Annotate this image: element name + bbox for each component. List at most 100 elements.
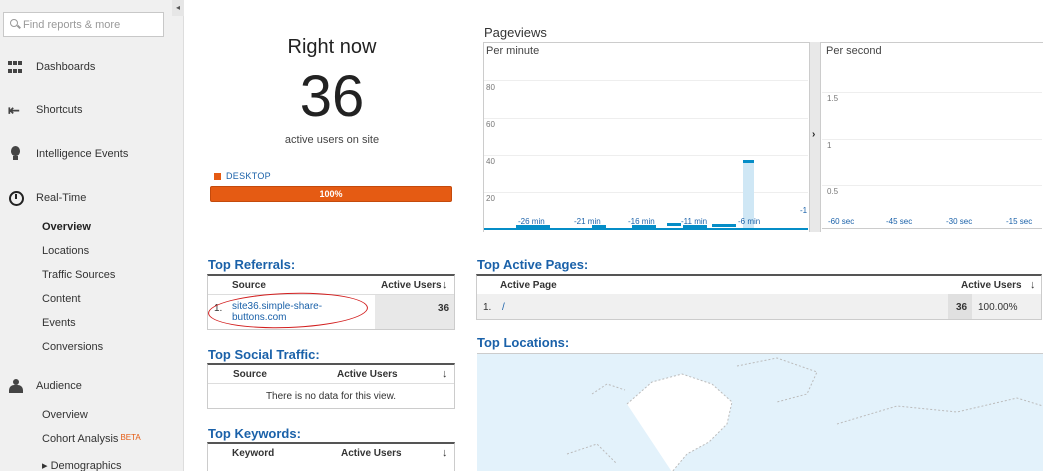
minute-bar (683, 225, 707, 228)
search-box[interactable] (3, 12, 164, 37)
right-now-title: Right now (287, 36, 377, 58)
search-icon (10, 19, 18, 30)
divider (208, 294, 454, 295)
x-tick: -45 sec (886, 217, 913, 226)
y-tick: 1 (827, 141, 832, 150)
referral-source-link[interactable]: site36.simple-share-buttons.com (232, 301, 323, 323)
nav-audience[interactable]: Audience (0, 375, 184, 397)
second-baseline (822, 228, 1042, 229)
gridline (484, 80, 808, 81)
desktop-percent-bar: 100% (210, 186, 452, 202)
y-tick: 0.5 (827, 187, 839, 196)
sidebar-item-demographics[interactable]: ▸ Demographics (42, 460, 122, 471)
nav-shortcuts[interactable]: ⇤ Shortcuts (0, 99, 184, 121)
sidebar: Dashboards ⇤ Shortcuts Intelligence Even… (0, 0, 184, 471)
clock-icon (8, 190, 24, 206)
x-tick: -30 sec (946, 217, 973, 226)
col-keyword-header[interactable]: Keyword (232, 448, 275, 459)
nav-audience-label: Audience (36, 380, 82, 392)
nav-real-time-label: Real-Time (36, 192, 87, 204)
sidebar-item-locations[interactable]: Locations (42, 245, 90, 257)
grid-icon (8, 59, 24, 75)
minute-spike-top (743, 160, 754, 163)
users-cell-bg (375, 295, 454, 329)
nav-intelligence-events[interactable]: Intelligence Events (0, 143, 184, 165)
world-map-outline (566, 357, 1043, 471)
active-page-link[interactable]: / (502, 302, 505, 313)
col-active-users-header[interactable]: Active Users (961, 280, 1022, 291)
desktop-color-swatch (214, 172, 221, 180)
sidebar-item-overview[interactable]: Overview (42, 221, 91, 233)
col-source-header[interactable]: Source (232, 280, 266, 291)
col-active-users-header[interactable]: Active Users (341, 448, 402, 459)
y-tick: 40 (486, 157, 495, 166)
page-users-percent: 100.00% (978, 302, 1018, 313)
sidebar-item-content[interactable]: Content (42, 293, 81, 305)
referral-users-value: 36 (438, 303, 450, 314)
locations-map[interactable] (477, 353, 1043, 471)
sidebar-item-traffic-sources[interactable]: Traffic Sources (42, 269, 116, 281)
pageviews-title: Pageviews (484, 25, 547, 40)
expand-per-second-toggle[interactable]: › (812, 129, 816, 140)
y-tick: 60 (486, 120, 495, 129)
sidebar-item-audience-overview[interactable]: Overview (42, 409, 88, 421)
y-tick: 20 (486, 194, 495, 203)
gridline (822, 92, 1042, 93)
desktop-legend-label: DESKTOP (226, 171, 271, 181)
col-active-users-header[interactable]: Active Users (381, 280, 442, 291)
sort-down-icon[interactable]: ↓ (442, 368, 448, 380)
sidebar-item-events[interactable]: Events (42, 317, 76, 329)
row-index: 1. (214, 303, 223, 314)
x-tick: -6 min (738, 217, 761, 226)
no-data-message: There is no data for this view. (265, 391, 397, 402)
x-tick: -11 min (681, 217, 708, 226)
sidebar-item-cohort-analysis[interactable]: Cohort Analysis BETA (42, 433, 141, 445)
sort-down-icon[interactable]: ↓ (442, 279, 448, 291)
sort-down-icon[interactable]: ↓ (442, 447, 448, 459)
nav-shortcuts-label: Shortcuts (36, 104, 83, 116)
users-cell-bg (948, 294, 972, 319)
active-users-label: active users on site (284, 134, 380, 146)
col-active-users-header[interactable]: Active Users (337, 369, 398, 380)
top-keywords-table (207, 442, 455, 471)
x-tick: -16 min (628, 217, 655, 226)
sidebar-item-conversions[interactable]: Conversions (42, 341, 104, 353)
x-tick: -60 sec (828, 217, 855, 226)
minute-bar (516, 225, 550, 228)
top-pages-title: Top Active Pages: (477, 257, 589, 272)
x-tick: -15 sec (1006, 217, 1033, 226)
chart-divider (809, 42, 821, 232)
minute-bar (667, 223, 681, 226)
search-input[interactable] (23, 18, 163, 31)
top-social-title: Top Social Traffic: (208, 347, 320, 362)
page-users-value: 36 (956, 302, 968, 313)
nav-intelligence-label: Intelligence Events (36, 148, 129, 160)
divider (208, 383, 454, 384)
desktop-legend: DESKTOP (214, 171, 271, 181)
minute-bar (632, 225, 656, 228)
bulb-icon (8, 146, 24, 162)
gridline (484, 155, 808, 156)
active-users-count: 36 (299, 64, 365, 129)
top-referrals-title: Top Referrals: (208, 257, 296, 272)
per-second-label: Per second (826, 45, 882, 57)
minute-baseline (484, 228, 808, 230)
x-tick: -21 min (574, 217, 601, 226)
collapse-sidebar-button[interactable]: ◂ (172, 0, 184, 16)
minute-spike-bar (743, 160, 754, 228)
gridline (484, 192, 808, 193)
nav-dashboards[interactable]: Dashboards (0, 56, 184, 78)
per-minute-label: Per minute (486, 45, 540, 57)
sort-down-icon[interactable]: ↓ (1030, 279, 1036, 291)
gridline (822, 139, 1042, 140)
beta-badge: BETA (120, 433, 141, 442)
arrow-icon: ⇤ (8, 102, 20, 118)
col-source-header[interactable]: Source (233, 369, 267, 380)
col-active-page-header[interactable]: Active Page (500, 280, 557, 291)
pageviews-chart (483, 42, 1043, 232)
x-tick: -1 (800, 206, 808, 215)
nav-real-time[interactable]: Real-Time (0, 187, 184, 209)
y-tick: 1.5 (827, 94, 839, 103)
top-locations-title: Top Locations: (477, 335, 570, 350)
